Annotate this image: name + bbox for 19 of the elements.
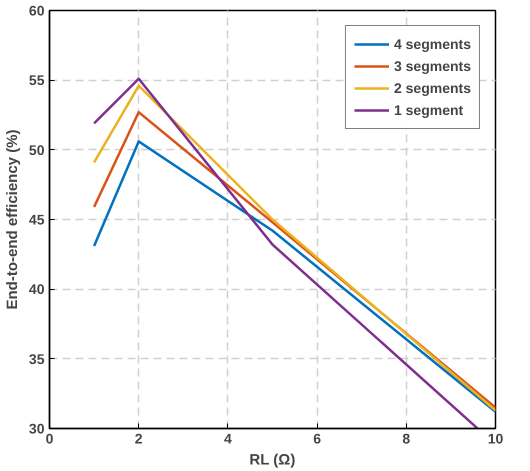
legend-label: 1 segment	[394, 102, 464, 118]
y-tick-label: 50	[28, 142, 45, 158]
x-tick-label: 0	[46, 430, 54, 446]
y-tick-label: 55	[28, 72, 45, 88]
legend-label: 2 segments	[394, 80, 471, 96]
x-tick-label: 6	[313, 430, 322, 446]
y-tick-label: 30	[28, 420, 45, 436]
x-tick-label: 8	[402, 430, 410, 446]
x-axis-title: RL (Ω)	[249, 452, 296, 468]
y-tick-label: 35	[28, 350, 45, 367]
legend-label: 4 segments	[394, 36, 471, 52]
x-tick-label: 4	[224, 430, 232, 446]
y-axis-title: End-to-end efficiency (%)	[4, 129, 21, 310]
y-tick-label: 45	[28, 212, 45, 228]
x-tick-label: 2	[134, 430, 143, 446]
legend-label: 3 segments	[394, 58, 471, 74]
y-tick-label: 60	[28, 2, 45, 18]
x-tick-label: 10	[488, 430, 504, 446]
y-tick-label: 40	[28, 281, 45, 298]
